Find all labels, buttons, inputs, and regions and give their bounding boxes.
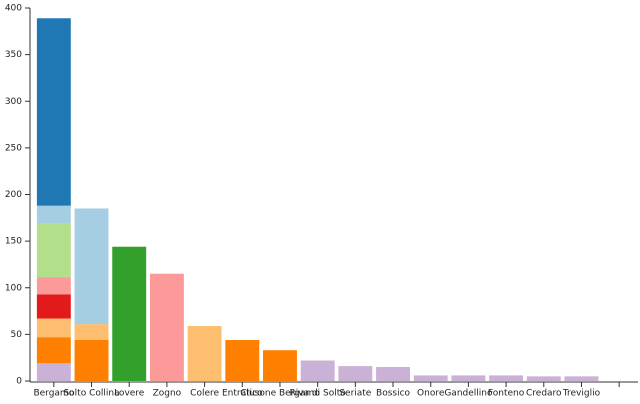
x-tick-label: Bergamo — [33, 389, 74, 399]
x-tick-label: Entratico — [222, 389, 263, 399]
bar-segment — [300, 360, 335, 381]
x-tick-label: Bossico — [376, 389, 411, 399]
bar-segment — [338, 366, 373, 381]
bar-segment — [564, 376, 599, 381]
bar-segment — [187, 325, 222, 381]
y-tick-label: 250 — [5, 143, 22, 153]
x-tick-label: Treviglio — [562, 389, 601, 399]
bar-segment — [74, 339, 109, 381]
bar-segment — [36, 294, 71, 319]
x-tick-label: Clusone Bergamo — [240, 389, 320, 399]
bar-segment — [74, 324, 109, 340]
y-tick-label: 350 — [5, 50, 22, 60]
x-tick-label: Lovere — [114, 389, 145, 399]
y-tick-label: 150 — [5, 237, 22, 247]
y-tick-label: 200 — [5, 190, 22, 200]
bar-segment — [225, 339, 260, 381]
bar-segment — [36, 337, 71, 364]
bar-segment — [376, 367, 410, 381]
y-tick-label: 100 — [5, 283, 22, 293]
x-tick-label: Credaro — [526, 389, 562, 399]
bar-segment — [36, 223, 71, 278]
bar-segment — [36, 205, 71, 224]
x-tick-label: Solto Collina — [63, 389, 119, 399]
bar-segment — [36, 277, 71, 295]
x-tick-label: Seriate — [339, 389, 371, 399]
bar-segment — [36, 318, 71, 338]
x-tick-label: Colere — [190, 389, 219, 399]
x-tick-label: Onore — [417, 389, 445, 399]
bar-segment — [36, 18, 71, 206]
x-tick-label: Gandellino — [444, 389, 493, 399]
bar-segment — [451, 375, 486, 381]
bar-segment — [489, 375, 524, 381]
x-tick-label: Riva di Solto — [290, 389, 347, 399]
x-tick-label: Fonteno — [488, 389, 525, 399]
bar-segment — [263, 350, 297, 381]
bar-segment — [36, 363, 71, 381]
y-tick-label: 50 — [11, 330, 23, 340]
bar-segment — [526, 376, 561, 381]
y-tick-label: 400 — [5, 4, 22, 14]
x-tick-label: Zogno — [153, 389, 182, 399]
bar-segment — [413, 375, 448, 381]
y-tick-label: 300 — [5, 97, 22, 107]
bar-segment — [112, 246, 147, 381]
bar-segment — [149, 273, 184, 381]
bar-segment — [74, 208, 109, 325]
y-tick-label: 0 — [16, 377, 22, 387]
